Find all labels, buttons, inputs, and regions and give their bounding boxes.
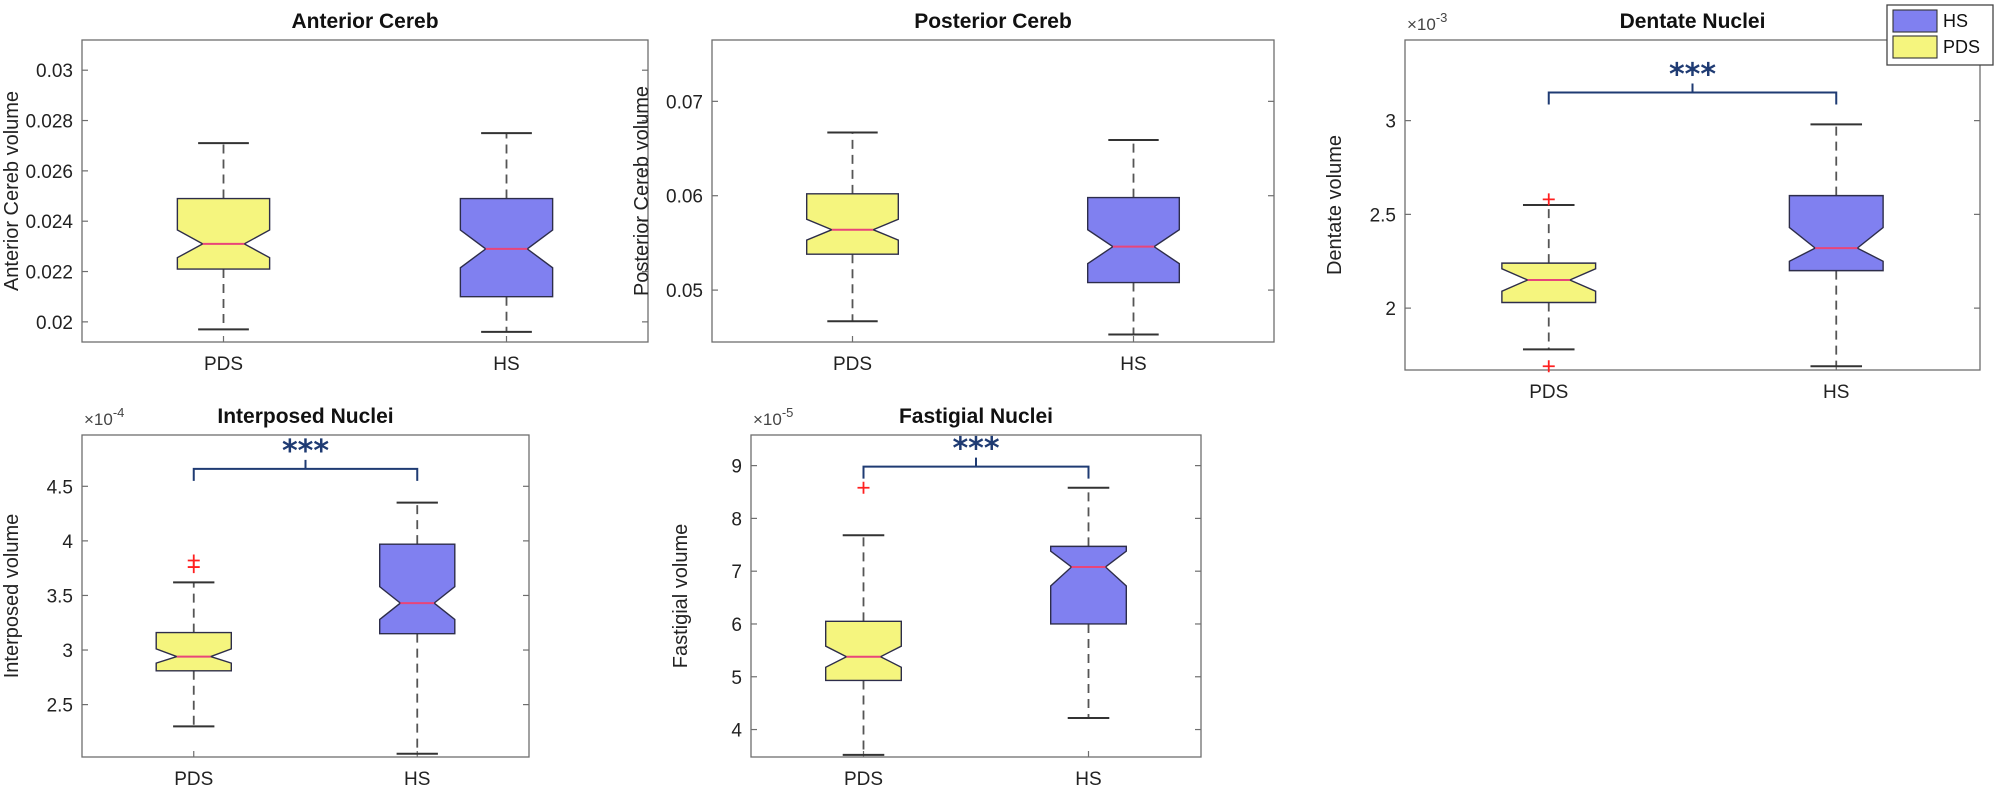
- significance-label: ***: [952, 432, 999, 467]
- notched-box: [379, 543, 456, 635]
- y-tick-label: 3: [62, 641, 73, 662]
- x-tick-label: HS: [1120, 354, 1146, 375]
- legend-swatch-hs: [1892, 9, 1938, 33]
- plot-frame: [1404, 39, 1981, 371]
- y-tick-label: 3.5: [47, 586, 73, 607]
- y-tick-label: 0.026: [25, 162, 73, 183]
- panel-2: Dentate Nuclei 2 2.5 3 ×10-3 Dentate volume PD…: [1324, 10, 1981, 403]
- panel-title: Dentate Nuclei: [1620, 10, 1766, 33]
- legend-label-pds: PDS: [1943, 37, 1980, 57]
- y-tick-label: 2.5: [47, 696, 73, 717]
- y-tick-label: 0.06: [666, 187, 703, 208]
- notched-box: [1049, 545, 1128, 625]
- notched-box: [1788, 194, 1884, 272]
- y-tick-label: 9: [731, 457, 742, 478]
- box-hs: HS: [1086, 139, 1181, 375]
- box-hs: HS: [1788, 123, 1884, 403]
- y-tick-label: 2: [1385, 299, 1396, 320]
- legend-label-hs: HS: [1943, 11, 1968, 31]
- x-tick-label: PDS: [1529, 382, 1568, 403]
- outlier-marker: [857, 481, 870, 494]
- panel-4: Fastigial Nuclei 4 5 6 7 8 9 ×10-5 Fastigial vol…: [670, 405, 1202, 790]
- panel-0: Anterior Cereb 0.02 0.022 0.024 0.026 0.028 0.…: [1, 10, 649, 375]
- box-pds: PDS: [805, 131, 900, 375]
- notched-box: [459, 197, 554, 298]
- panel-title: Fastigial Nuclei: [899, 405, 1053, 428]
- box-hs: HS: [1049, 486, 1128, 790]
- significance-bracket: [862, 457, 1090, 479]
- significance-label: ***: [282, 434, 329, 469]
- y-axis-label: Fastigial volume: [670, 524, 692, 669]
- y-tick-label: 0.022: [25, 263, 73, 284]
- plot-frame: [711, 39, 1275, 343]
- notched-box: [1501, 262, 1597, 304]
- y-exponent-label: ×10-4: [84, 405, 124, 429]
- y-axis-label: Interposed volume: [1, 514, 23, 679]
- y-axis-label: Anterior Cereb volume: [1, 91, 23, 291]
- y-tick-label: 8: [731, 509, 742, 530]
- legend: HS PDS: [1886, 4, 1994, 66]
- x-tick-label: HS: [1075, 769, 1101, 790]
- y-axis-label: Dentate volume: [1324, 135, 1346, 275]
- y-exponent-label: ×10-5: [753, 405, 793, 429]
- y-tick-label: 0.07: [666, 92, 703, 113]
- plot-frame: [81, 434, 530, 758]
- y-tick-label: 0.024: [25, 212, 73, 233]
- x-tick-label: PDS: [204, 354, 243, 375]
- significance-bracket: [192, 459, 419, 481]
- y-tick-label: 6: [731, 615, 742, 636]
- notched-box: [825, 620, 902, 682]
- x-tick-label: HS: [493, 354, 519, 375]
- y-tick-label: 0.028: [25, 112, 73, 133]
- notched-box: [805, 193, 900, 255]
- y-tick-label: 0.02: [36, 313, 73, 334]
- y-exponent-label: ×10-3: [1407, 10, 1447, 34]
- legend-swatch-pds: [1892, 35, 1938, 59]
- y-tick-label: 4: [62, 532, 73, 553]
- box-hs: HS: [379, 501, 456, 790]
- notched-box: [176, 197, 271, 270]
- y-tick-label: 4: [731, 721, 742, 742]
- panel-title: Interposed Nuclei: [217, 405, 393, 428]
- notched-box: [1086, 196, 1181, 284]
- y-tick-label: 7: [731, 562, 742, 583]
- y-tick-label: 5: [731, 668, 742, 689]
- panel-title: Posterior Cereb: [914, 10, 1072, 33]
- outlier-marker: [1542, 360, 1555, 373]
- y-tick-label: 0.03: [36, 61, 73, 82]
- panel-3: Interposed Nuclei 2.5 3 3.5 4 4.5 ×10-4 Interpo…: [1, 405, 530, 790]
- x-tick-label: HS: [404, 769, 430, 790]
- y-tick-label: 4.5: [47, 477, 73, 498]
- plot-frame: [81, 39, 649, 343]
- box-pds: PDS: [825, 481, 902, 790]
- box-pds: PDS: [1501, 193, 1597, 403]
- notched-box: [155, 631, 232, 672]
- x-tick-label: HS: [1823, 382, 1849, 403]
- outlier-marker: [187, 561, 200, 574]
- x-tick-label: PDS: [174, 769, 213, 790]
- significance-bracket: [1547, 83, 1838, 105]
- y-tick-label: 2.5: [1370, 205, 1396, 226]
- plot-frame: [750, 434, 1202, 758]
- outlier-marker: [1542, 193, 1555, 206]
- box-hs: HS: [459, 132, 554, 375]
- y-tick-label: 0.05: [666, 281, 703, 302]
- y-axis-label: Posterior Cereb volume: [631, 86, 653, 296]
- significance-label: ***: [1669, 58, 1716, 93]
- x-tick-label: PDS: [833, 354, 872, 375]
- x-tick-label: PDS: [844, 769, 883, 790]
- panel-title: Anterior Cereb: [291, 10, 438, 33]
- box-pds: PDS: [155, 554, 232, 790]
- y-tick-label: 3: [1385, 112, 1396, 133]
- box-pds: PDS: [176, 142, 271, 375]
- panel-1: Posterior Cereb 0.05 0.06 0.07 Posterior Cer…: [631, 10, 1275, 375]
